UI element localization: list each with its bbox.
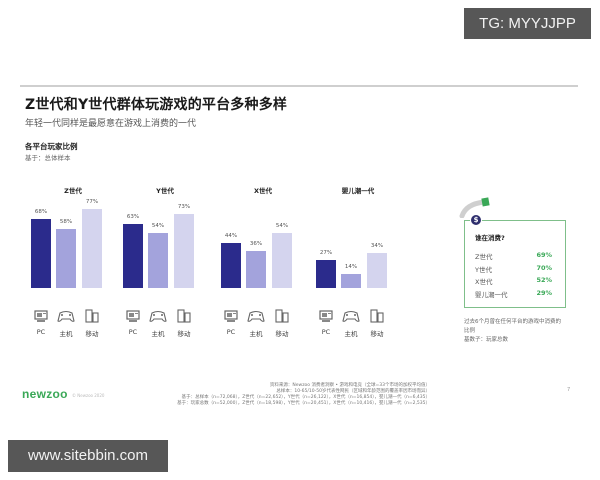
bar-value-label: 54% [275,223,289,229]
callout-note: 过去6个月曾在任何平台的游戏中消费的 比例 基数子：玩家总数 [464,318,574,345]
platform-label: 移动 [275,330,289,338]
source-line: 基于：玩家总数（n=52,000），Z世代（n=18,598），Y世代（n=20… [177,401,430,406]
gamepad-icon [56,309,76,323]
source-notes: 资料来源：Newzoo 消费者洞察 • 游戏和电竞（全球=33个市场的加权平均值… [150,383,430,407]
gamepad-icon [246,309,266,323]
bar-value-label: 27% [319,250,333,256]
newzoo-logo: newzoo [22,387,68,401]
chart-group: 婴儿潮一代 27% PC 14% 主机 34% 移动 [313,185,403,338]
mobile-icon [174,309,194,323]
top-divider [20,85,578,87]
callout-note-line: 基数子：玩家总数 [464,337,509,343]
platform-label: PC [128,328,138,336]
bar-value-label: 14% [344,264,358,270]
bar [123,224,143,288]
bar-value-label: 58% [59,219,73,225]
platform-label: 主机 [151,330,165,338]
source-line: 资料来源：Newzoo 消费者洞察 • 游戏和电竞（全球=33个市场的加权平均值… [269,383,430,388]
bar-value-label: 77% [85,199,99,205]
callout-note-line: 比例 [464,328,476,334]
bar-value-label: 44% [224,233,238,239]
callout-row-label: X世代 [475,278,493,286]
pc-icon [221,309,241,323]
platform-label: 移动 [85,330,99,338]
callout-row-label: 婴儿潮一代 [475,291,508,299]
spending-callout-box [464,220,566,308]
callout-row-label: Z世代 [475,253,493,261]
mobile-icon [367,309,387,323]
callout-row: Z世代 69% [475,251,560,261]
arrow-swoosh-icon [459,197,490,218]
callout-row: Y世代 70% [475,264,560,274]
page-number: 7 [567,387,571,393]
pc-icon [316,309,336,323]
callout-note-line: 过去6个月曾在任何平台的游戏中消费的 [464,319,562,325]
group-title: Z世代 [64,187,82,195]
mobile-icon [82,309,102,323]
source-line: 基于：总样本（n=72,068），Z世代（n=22,652），Y世代（n=26,… [181,395,430,400]
gamepad-icon [148,309,168,323]
bar-value-label: 34% [370,243,384,249]
chart-group: Y世代 63% PC 54% 主机 73% 移动 [120,185,210,338]
pc-icon [123,309,143,323]
group-title: X世代 [253,187,272,195]
bar-value-label: 63% [126,214,140,220]
bar [221,243,241,288]
chart-title: 各平台玩家比例 [25,142,78,151]
callout-row-label: Y世代 [475,266,492,274]
bar [148,233,168,288]
callout-title: 谁在消费? [475,234,505,242]
platform-label: PC [226,328,236,336]
chart-group: Z世代 68% PC 58% 主机 77% 移动 [28,185,118,338]
bar [56,229,76,288]
platform-label: PC [321,328,331,336]
platform-label: 移动 [370,330,384,338]
chart-base-note: 基于：总体样本 [25,154,71,162]
bar-value-label: 36% [249,241,263,247]
watermark-site: www.sitebbin.com [8,440,168,472]
callout-row-value: 29% [536,289,552,297]
page-subtitle: 年轻一代同样是最愿意在游戏上消费的一代 [25,119,197,129]
bar [31,219,51,288]
bar [316,260,336,288]
bar-value-label: 68% [34,209,48,215]
callout-row-value: 69% [536,251,552,259]
pc-icon [31,309,51,323]
gamepad-icon [341,309,361,323]
bar [82,209,102,288]
callout-row: X世代 52% [475,276,560,286]
bar [367,253,387,288]
chart-group: X世代 44% PC 36% 主机 54% 移动 [218,185,308,338]
platform-label: 主机 [249,330,263,338]
bar [341,274,361,288]
page-title: Z世代和Y世代群体玩游戏的平台多种多样 [25,97,288,113]
bar [174,214,194,288]
bar-value-label: 73% [177,204,191,210]
group-title: 婴儿潮一代 [341,187,375,195]
dollar-icon: $ [470,214,482,226]
callout-row-value: 70% [536,264,552,272]
platform-label: 主机 [344,330,358,338]
bar-value-label: 54% [151,223,165,229]
source-line: 总样本：10-65/10-50岁代表性网民（区域和年龄范围的覆盖率因市场而异） [276,389,430,394]
group-title: Y世代 [156,187,174,195]
platform-label: 移动 [177,330,191,338]
callout-row: 婴儿潮一代 29% [475,289,560,299]
platform-label: 主机 [59,330,73,338]
callout-row-value: 52% [536,276,552,284]
watermark-tg: TG: MYYJJPP [464,8,591,39]
mobile-icon [272,309,292,323]
bar [246,251,266,288]
bar [272,233,292,288]
platform-label: PC [36,328,46,336]
copyright: © Newzoo 2020 [72,393,105,398]
